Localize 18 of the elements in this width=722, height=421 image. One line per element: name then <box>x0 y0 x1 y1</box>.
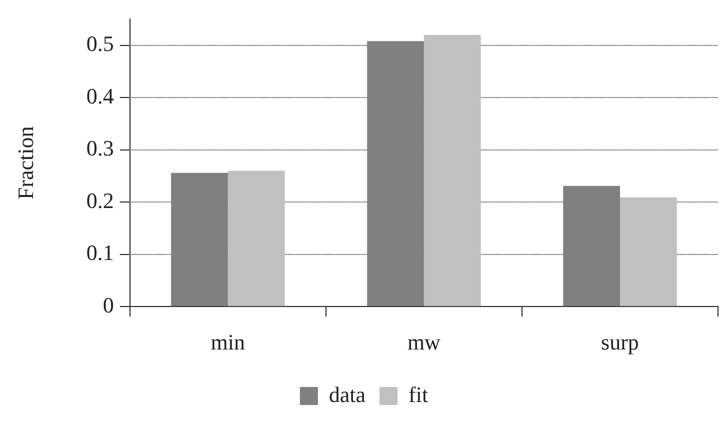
bar <box>620 197 677 306</box>
x-tick-label: mw <box>407 330 441 355</box>
y-tick-label: 0.2 <box>86 188 114 213</box>
bar <box>228 170 285 306</box>
x-tick-label: surp <box>601 330 639 355</box>
y-tick-label: 0.1 <box>86 240 114 266</box>
y-tick-label: 0.3 <box>86 136 114 161</box>
legend-label: fit <box>408 382 428 407</box>
x-tick-label: min <box>210 330 246 355</box>
bar <box>424 34 481 306</box>
bar <box>171 172 228 306</box>
y-tick-label: 0.5 <box>86 31 114 56</box>
y-tick-label: 0 <box>102 292 114 318</box>
y-axis-title: Fraction <box>12 126 38 200</box>
bar <box>367 41 424 306</box>
legend-label: data <box>328 382 366 407</box>
y-tick-label: 0.4 <box>86 83 114 108</box>
bar <box>563 186 620 306</box>
